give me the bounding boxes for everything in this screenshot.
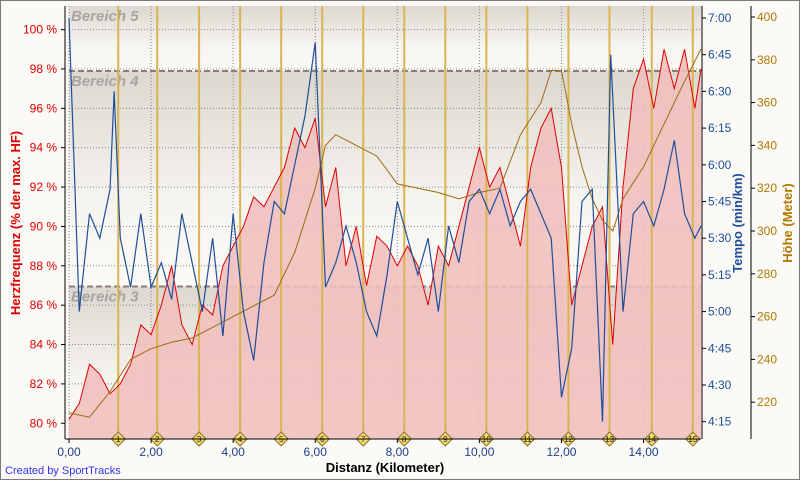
x-tick-label: 14,00 — [629, 445, 659, 459]
tempo-tick-label: 4:45 — [708, 341, 732, 355]
hr-axis-title: Herzfrequenz (% der max. HF) — [8, 131, 23, 315]
height-axis-title: Höhe (Meter) — [780, 183, 795, 262]
height-tick-label: 300 — [757, 224, 777, 238]
zone-label: Bereich 4 — [71, 73, 139, 90]
hr-tick-label: 86 % — [30, 298, 58, 312]
x-tick-label: 6,00 — [304, 445, 328, 459]
hr-tick-label: 88 % — [30, 259, 58, 273]
hr-tick-label: 90 % — [30, 219, 58, 233]
hr-tick-label: 84 % — [30, 338, 58, 352]
hr-tick-label: 94 % — [30, 141, 58, 155]
tempo-tick-label: 5:15 — [708, 268, 732, 282]
zone-label: Bereich 5 — [71, 8, 139, 25]
tempo-tick-label: 7:00 — [708, 11, 732, 25]
zone-label: Bereich 3 — [71, 288, 139, 305]
zone-band — [69, 6, 701, 71]
hr-tick-label: 98 % — [30, 62, 58, 76]
tempo-tick-label: 5:00 — [708, 305, 732, 319]
tempo-tick-label: 5:30 — [708, 231, 732, 245]
tempo-tick-label: 6:45 — [708, 48, 732, 62]
tempo-tick-label: 6:00 — [708, 158, 732, 172]
height-tick-label: 220 — [757, 395, 777, 409]
elevation-line — [68, 48, 702, 418]
x-tick-label: 0,00 — [57, 445, 81, 459]
height-tick-label: 240 — [757, 352, 777, 366]
hr-tick-label: 96 % — [30, 101, 58, 115]
tempo-tick-label: 4:30 — [708, 378, 732, 392]
hr-tick-label: 92 % — [30, 180, 58, 194]
hr-tick-label: 80 % — [30, 416, 58, 430]
hr-tick-label: 82 % — [30, 377, 58, 391]
height-tick-label: 260 — [757, 310, 777, 324]
tempo-tick-label: 6:30 — [708, 84, 732, 98]
tempo-tick-label: 5:45 — [708, 195, 732, 209]
x-tick-label: 4,00 — [221, 445, 245, 459]
x-tick-label: 2,00 — [139, 445, 163, 459]
tempo-tick-label: 4:15 — [708, 415, 732, 429]
pace-line — [68, 17, 702, 422]
height-tick-label: 380 — [757, 53, 777, 67]
x-axis-title: Distanz (Kilometer) — [326, 460, 444, 475]
x-tick-label: 12,00 — [546, 445, 576, 459]
height-tick-label: 400 — [757, 10, 777, 24]
height-tick-label: 280 — [757, 267, 777, 281]
x-tick-label: 10,00 — [464, 445, 494, 459]
hr-tick-label: 100 % — [23, 23, 57, 37]
x-tick-label: 8,00 — [386, 445, 410, 459]
credit-link[interactable]: Created by SportTracks — [5, 465, 121, 477]
tempo-axis-title: Tempo (min/km) — [730, 173, 745, 272]
height-tick-label: 320 — [757, 181, 777, 195]
height-tick-label: 340 — [757, 138, 777, 152]
tempo-tick-label: 6:15 — [708, 121, 732, 135]
height-tick-label: 360 — [757, 96, 777, 110]
